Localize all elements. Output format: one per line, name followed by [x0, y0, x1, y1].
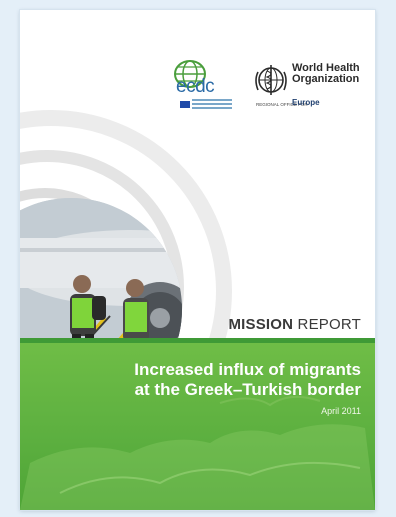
who-emblem-icon [255, 65, 287, 95]
report-title: Increased influx of migrants at the Gree… [41, 360, 361, 400]
report-date: April 2011 [321, 406, 361, 416]
title-panel [20, 343, 375, 510]
who-regional-office: REGIONAL OFFICE FOR [256, 102, 308, 107]
who-name-line1: World Health [292, 62, 360, 74]
report-type-rest: REPORT [293, 316, 361, 333]
ecdc-wordmark: ecdc [176, 76, 215, 97]
title-divider [20, 338, 375, 343]
who-name: World Health Organization [292, 63, 360, 85]
ecdc-globe-icon [174, 60, 206, 88]
report-type-bold: MISSION [228, 316, 294, 333]
who-name-line2: Organization [292, 73, 360, 85]
ecdc-tagline [192, 99, 232, 111]
report-cover: ecdc World Health Organization REGIONAL … [20, 10, 375, 510]
europe-map-graphic [20, 395, 375, 510]
report-title-line1: Increased influx of migrants [134, 360, 361, 379]
eu-flag-icon [180, 101, 190, 108]
who-region: Europe [292, 98, 320, 107]
report-type-label: MISSION REPORT [228, 316, 361, 333]
report-title-line2: at the Greek–Turkish border [134, 380, 361, 399]
